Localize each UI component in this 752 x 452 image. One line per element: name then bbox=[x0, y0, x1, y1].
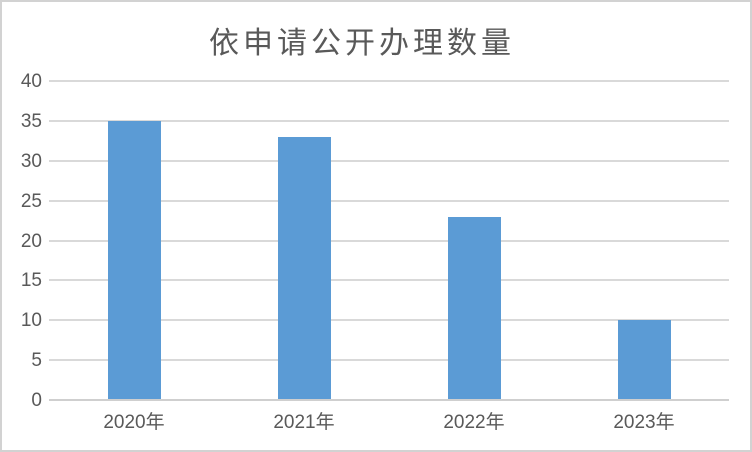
bar-2020年[interactable] bbox=[107, 120, 161, 400]
x-axis-tick-label: 2022年 bbox=[443, 412, 505, 433]
gridline-y-35 bbox=[49, 119, 729, 122]
gridline-y-10 bbox=[49, 319, 729, 322]
y-axis-tick-label: 40 bbox=[20, 71, 42, 92]
y-axis-tick-label: 25 bbox=[20, 190, 42, 212]
y-axis-tick-label: 30 bbox=[20, 150, 42, 172]
x-axis-line bbox=[49, 399, 729, 401]
x-axis-tick-label: 2020年 bbox=[103, 412, 165, 433]
gridline-y-20 bbox=[49, 239, 729, 242]
x-axis-tick-label: 2023年 bbox=[613, 412, 675, 433]
gridline-y-5 bbox=[49, 359, 729, 362]
bar-2021年[interactable] bbox=[277, 136, 331, 400]
gridline-y-40 bbox=[49, 80, 729, 82]
bar-2022年[interactable] bbox=[447, 216, 501, 400]
y-axis-tick-label: 10 bbox=[20, 310, 42, 332]
y-axis-tick-label: 20 bbox=[20, 230, 42, 252]
chart-title: 依申请公开办理数量 bbox=[209, 27, 515, 60]
y-axis-tick-label: 0 bbox=[31, 390, 42, 411]
gridline-y-30 bbox=[49, 159, 729, 162]
y-axis-tick-label: 5 bbox=[31, 350, 42, 372]
y-axis-tick-label: 15 bbox=[20, 270, 42, 292]
x-axis-tick-label: 2021年 bbox=[273, 412, 335, 433]
gridline-y-25 bbox=[49, 199, 729, 202]
gridline-y-15 bbox=[49, 279, 729, 282]
y-axis-tick-label: 35 bbox=[20, 110, 42, 132]
bar-2023年[interactable] bbox=[617, 320, 671, 400]
